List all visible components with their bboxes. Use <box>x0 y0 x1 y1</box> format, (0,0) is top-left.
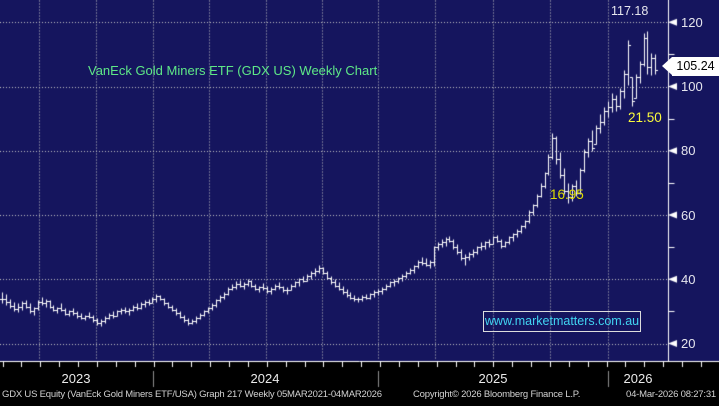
y-axis-tick-label: 20 <box>681 336 696 351</box>
y-axis-tick-label: 80 <box>681 143 696 159</box>
yellow-annotation-upper: 21.50 <box>628 110 662 125</box>
y-axis-tick-label: 100 <box>681 79 703 94</box>
x-axis-year-label: 2023 <box>61 371 91 386</box>
last-price-value: 105.24 <box>672 57 719 76</box>
y-axis-tick-label: 120 <box>681 14 703 30</box>
x-axis-year-label: 2026 <box>623 371 653 386</box>
yellow-annotation-lower: 16.95 <box>550 187 584 202</box>
watermark-link[interactable]: www.marketmatters.com.au <box>483 311 641 332</box>
peak-price-label: 117.18 <box>611 4 649 18</box>
left-arrow-icon <box>662 57 672 75</box>
footer-timestamp: 04-Mar-2026 08:27:31 <box>625 389 716 400</box>
x-axis-year-label: 2024 <box>250 371 280 386</box>
y-axis-tick-label: 40 <box>681 271 696 287</box>
footer-security-info: GDX US Equity (VanEck Gold Miners ETF/US… <box>2 389 382 400</box>
chart-title: VanEck Gold Miners ETF (GDX US) Weekly C… <box>88 63 378 78</box>
y-axis-tick-label: 60 <box>681 207 696 223</box>
footer-copyright: Copyright© 2026 Bloomberg Finance L.P. <box>413 389 581 400</box>
x-axis-year-label: 2025 <box>478 371 508 386</box>
